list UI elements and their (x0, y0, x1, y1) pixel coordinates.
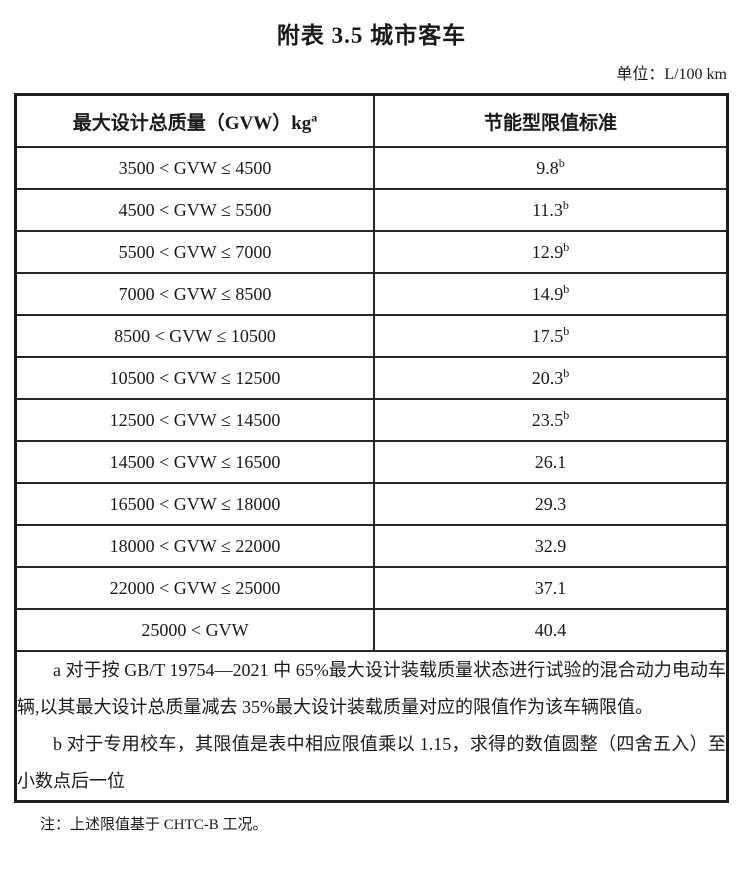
gvw-range-cell: 14500 < GVW ≤ 16500 (14, 440, 375, 484)
gvw-range-cell: 18000 < GVW ≤ 22000 (14, 524, 375, 568)
limit-cell: 14.9b (373, 272, 729, 316)
limit-value: 32.9 (534, 535, 567, 556)
limit-cell: 23.5b (373, 398, 729, 442)
table-row: 18000 < GVW ≤ 22000 32.9 (14, 524, 729, 568)
limit-value: 29.3 (534, 493, 567, 514)
limit-value: 17.5 (531, 325, 564, 346)
table-row: 8500 < GVW ≤ 10500 17.5b (14, 314, 729, 358)
limit-value: 12.9 (531, 241, 564, 262)
limit-cell: 17.5b (373, 314, 729, 358)
table-row: 14500 < GVW ≤ 16500 26.1 (14, 440, 729, 484)
limit-footnote-marker: b (563, 239, 570, 254)
limit-footnote-marker: b (558, 155, 565, 170)
table-row: 4500 < GVW ≤ 5500 11.3b (14, 188, 729, 232)
gvw-range-cell: 25000 < GVW (14, 608, 375, 652)
limit-value: 11.3 (532, 199, 563, 220)
table-footnotes-row: a 对于按 GB/T 19754—2021 中 65%最大设计装载质量状态进行试… (14, 650, 729, 803)
column-header-gvw: 最大设计总质量（GVW）kga (14, 93, 375, 148)
table-row: 16500 < GVW ≤ 18000 29.3 (14, 482, 729, 526)
limit-footnote-marker: b (563, 365, 570, 380)
limit-value: 26.1 (534, 451, 567, 472)
table-footnotes-cell: a 对于按 GB/T 19754—2021 中 65%最大设计装载质量状态进行试… (14, 650, 729, 803)
gvw-range-cell: 8500 < GVW ≤ 10500 (14, 314, 375, 358)
limit-cell: 12.9b (373, 230, 729, 274)
gvw-range-cell: 4500 < GVW ≤ 5500 (14, 188, 375, 232)
footnote-b: b 对于专用校车，其限值是表中相应限值乘以 1.15，求得的数值圆整（四舍五入）… (17, 734, 726, 791)
footnote-a: a 对于按 GB/T 19754—2021 中 65%最大设计装载质量状态进行试… (17, 660, 726, 717)
limit-footnote-marker: b (562, 197, 569, 212)
table-row: 12500 < GVW ≤ 14500 23.5b (14, 398, 729, 442)
table-row: 22000 < GVW ≤ 25000 37.1 (14, 566, 729, 610)
limit-value: 40.4 (534, 619, 567, 640)
gvw-range-cell: 10500 < GVW ≤ 12500 (14, 356, 375, 400)
limit-footnote-marker: b (563, 323, 570, 338)
limit-cell: 20.3b (373, 356, 729, 400)
limit-value: 20.3 (531, 367, 564, 388)
gvw-range-cell: 5500 < GVW ≤ 7000 (14, 230, 375, 274)
table-row: 5500 < GVW ≤ 7000 12.9b (14, 230, 729, 274)
fuel-limit-table: 最大设计总质量（GVW）kga 节能型限值标准 3500 < GVW ≤ 450… (14, 93, 729, 803)
gvw-range-cell: 16500 < GVW ≤ 18000 (14, 482, 375, 526)
limit-cell: 32.9 (373, 524, 729, 568)
limit-value: 9.8 (536, 157, 559, 178)
table-note: 注：上述限值基于 CHTC-B 工况。 (40, 817, 268, 833)
limit-cell: 26.1 (373, 440, 729, 484)
column-header-gvw-label: 最大设计总质量（GVW）kg (72, 112, 312, 134)
table-row: 10500 < GVW ≤ 12500 20.3b (14, 356, 729, 400)
limit-footnote-marker: b (563, 281, 570, 296)
column-header-limit: 节能型限值标准 (373, 93, 729, 148)
gvw-range-cell: 12500 < GVW ≤ 14500 (14, 398, 375, 442)
limit-value: 23.5 (531, 409, 564, 430)
limit-value: 37.1 (534, 577, 567, 598)
limit-cell: 11.3b (373, 188, 729, 232)
limit-cell: 9.8b (373, 146, 729, 190)
gvw-range-cell: 3500 < GVW ≤ 4500 (14, 146, 375, 190)
limit-cell: 37.1 (373, 566, 729, 610)
limit-cell: 40.4 (373, 608, 729, 652)
page-title: 附表 3.5 城市客车 (276, 23, 467, 48)
unit-label: 单位：L/100 km (616, 66, 727, 83)
gvw-range-cell: 7000 < GVW ≤ 8500 (14, 272, 375, 316)
table-header-row: 最大设计总质量（GVW）kga 节能型限值标准 (14, 93, 729, 148)
header-footnote-marker: a (311, 110, 318, 125)
table-row: 25000 < GVW 40.4 (14, 608, 729, 652)
table-row: 3500 < GVW ≤ 4500 9.8b (14, 146, 729, 190)
limit-footnote-marker: b (563, 407, 570, 422)
limit-value: 14.9 (531, 283, 564, 304)
limit-cell: 29.3 (373, 482, 729, 526)
table-row: 7000 < GVW ≤ 8500 14.9b (14, 272, 729, 316)
gvw-range-cell: 22000 < GVW ≤ 25000 (14, 566, 375, 610)
